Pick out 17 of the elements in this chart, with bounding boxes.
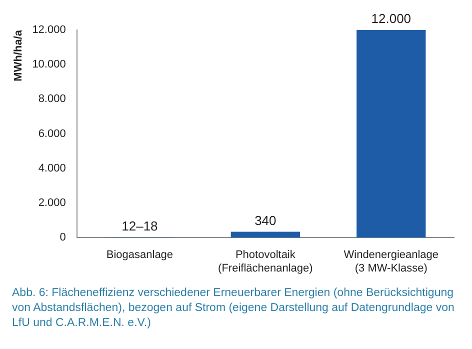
y-tick-label: 4.000 <box>38 162 66 174</box>
caption: Abb. 6: Flächeneffizienz verschiedener Erneuerbarer Energien (ohne Berücksichtigung von Abstandsflächen), bezogen auf Strom (eigene Darstellung auf Datengrundlage von LfU und C.A.R.M.E.N. e.V.) <box>11 286 456 331</box>
y-tick-label: 2.000 <box>38 197 66 210</box>
data-label: 340 <box>254 212 276 228</box>
data-label: 12.000 <box>371 11 412 26</box>
bar <box>230 232 300 238</box>
y-axis-title: MWh/ha/a <box>12 29 25 82</box>
y-tick-label: 10.000 <box>32 58 66 71</box>
x-tick-label: Windenergieanlage (3 MW-Klasse) <box>344 249 439 274</box>
x-tick-label: Photovoltaik (Freiflächenanlage) <box>218 249 313 274</box>
x-tick-label: Biogasanlage <box>106 249 174 262</box>
y-tick-label: 0 <box>60 232 66 244</box>
y-tick-label: 8.000 <box>38 93 66 106</box>
y-tick-label: 6.000 <box>38 128 66 140</box>
y-tick-label: 12.000 <box>32 24 66 36</box>
bar <box>356 30 426 238</box>
data-label: 12–18 <box>122 218 158 234</box>
